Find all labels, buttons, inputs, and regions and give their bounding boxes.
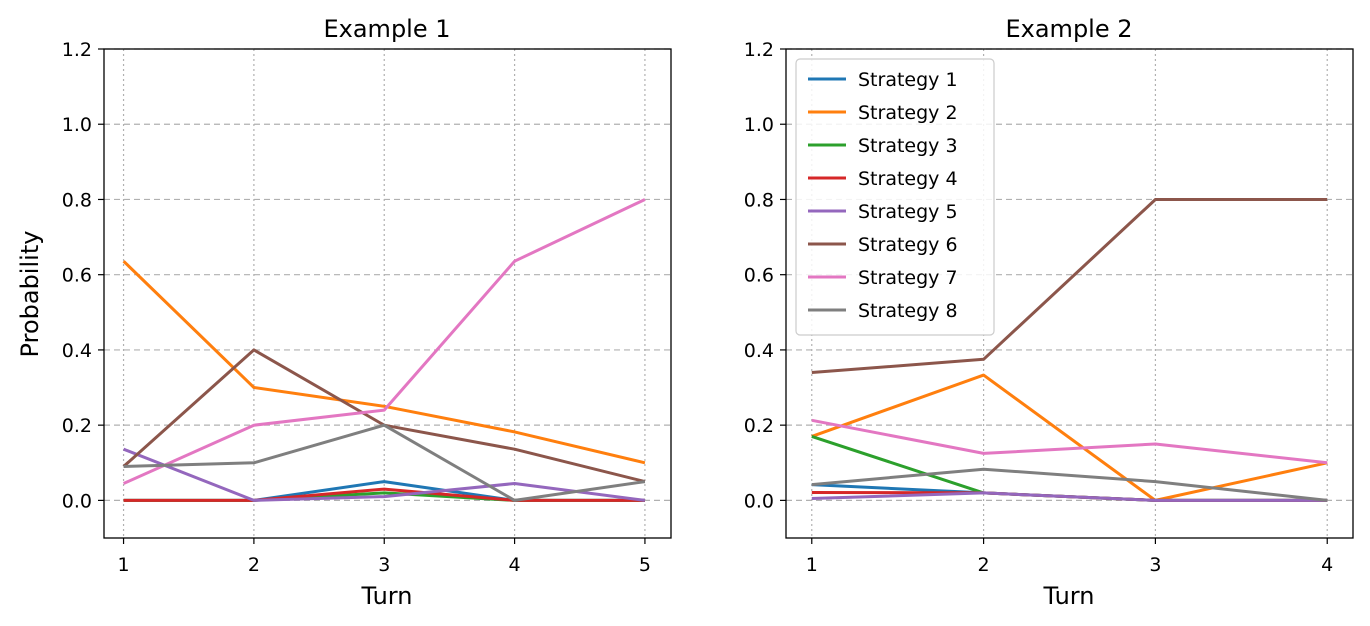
y-tick-label: 1.0 bbox=[62, 114, 92, 136]
legend-label: Strategy 5 bbox=[858, 201, 958, 223]
series-line-strategy-2 bbox=[122, 260, 646, 465]
chart-title: Example 1 bbox=[323, 15, 450, 43]
series-line-strategy-4 bbox=[123, 487, 645, 502]
y-tick-label: 0.8 bbox=[62, 189, 92, 211]
legend: Strategy 1 Strategy 2 Strategy 3 Strategy 4… bbox=[795, 58, 995, 336]
legend-label: Strategy 6 bbox=[858, 234, 958, 256]
x-axis-label: Turn bbox=[361, 582, 413, 610]
series-line-strategy-7 bbox=[122, 198, 646, 485]
x-axis-label: Turn bbox=[1043, 582, 1095, 610]
chart-panel-example-2: Example 2 Turn 0.0 0.2 0.4 0.6 0.8 1.0 1.2 1 2 3 4… bbox=[744, 15, 1354, 610]
x-tick-label: 3 bbox=[1149, 554, 1161, 576]
y-tick-label: 0.2 bbox=[62, 415, 92, 437]
plot-frame bbox=[103, 48, 672, 539]
plot-frame bbox=[785, 48, 1354, 539]
x-tick-label: 5 bbox=[639, 554, 651, 576]
legend-label: Strategy 1 bbox=[858, 69, 958, 91]
y-tick-label: 0.0 bbox=[62, 490, 92, 512]
series-line-strategy-5 bbox=[123, 447, 646, 502]
legend-label: Strategy 3 bbox=[858, 135, 958, 157]
y-tick-label: 0.6 bbox=[744, 265, 774, 287]
x-tick-label: 2 bbox=[248, 554, 260, 576]
legend-label: Strategy 4 bbox=[858, 168, 958, 190]
y-tick-label: 1.2 bbox=[62, 39, 92, 61]
series-line-strategy-7 bbox=[811, 418, 1328, 465]
x-tick-label: 1 bbox=[118, 554, 130, 576]
chart-panel-example-1: Example 1 Probability Turn 0.0 0.2 0.4 0.6 0… bbox=[16, 15, 672, 610]
y-tick-label: 1.0 bbox=[744, 114, 774, 136]
x-tick-label: 3 bbox=[378, 554, 390, 576]
series-line-strategy-8 bbox=[811, 467, 1328, 502]
y-tick-label: 0.4 bbox=[744, 340, 774, 362]
y-tick-label: 0.4 bbox=[62, 340, 92, 362]
legend-box bbox=[795, 58, 995, 336]
y-tick-label: 1.2 bbox=[744, 39, 774, 61]
x-tick-label: 1 bbox=[806, 554, 818, 576]
y-tick-label: 0.2 bbox=[744, 415, 774, 437]
y-axis-label: Probability bbox=[16, 231, 44, 358]
series-line-strategy-8 bbox=[123, 423, 646, 502]
series-line-strategy-5 bbox=[811, 491, 1328, 502]
x-tick-label: 4 bbox=[509, 554, 521, 576]
chart-title: Example 2 bbox=[1005, 15, 1132, 43]
y-tick-label: 0.8 bbox=[744, 189, 774, 211]
legend-label: Strategy 2 bbox=[858, 102, 958, 124]
x-tick-label: 4 bbox=[1321, 554, 1333, 576]
y-tick-label: 0.6 bbox=[62, 265, 92, 287]
legend-label: Strategy 8 bbox=[858, 300, 958, 322]
legend-label: Strategy 7 bbox=[858, 267, 958, 289]
series-line-strategy-2 bbox=[811, 373, 1328, 502]
series-line-strategy-6 bbox=[811, 198, 1328, 374]
x-tick-label: 2 bbox=[978, 554, 990, 576]
y-tick-label: 0.0 bbox=[744, 490, 774, 512]
